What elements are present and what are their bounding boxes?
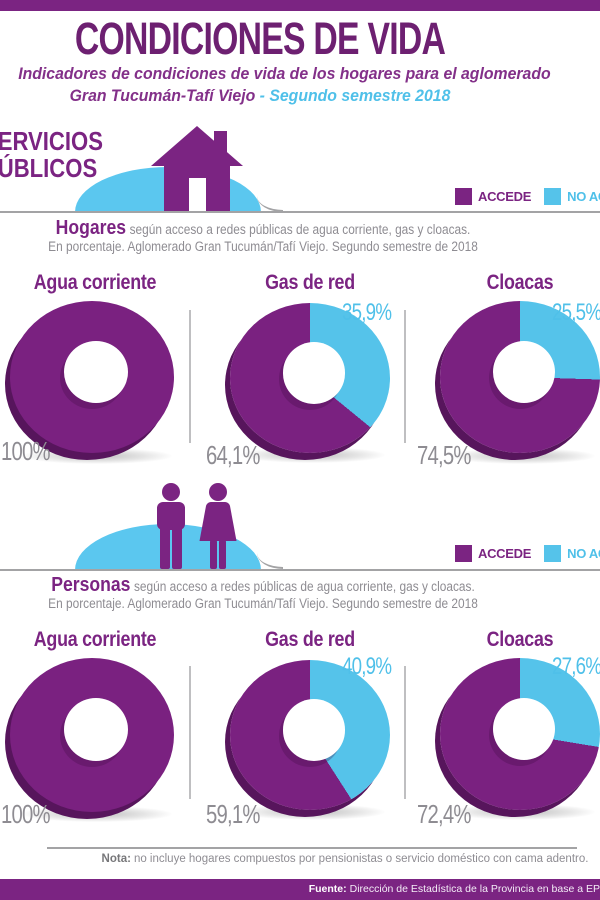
personas-heading-rest: según acceso a redes públicas de agua co… [133, 579, 475, 594]
subtitle-place: Gran Tucumán-Tafí Viejo [69, 86, 260, 105]
chart-title-hogares-gas: Gas de red [265, 271, 355, 294]
hogares-heading-line2: En porcentaje. Aglomerado Gran Tucumán/T… [48, 239, 478, 254]
value-label-personas-gas-accede: 59,1% [206, 799, 260, 829]
chart-shadow [450, 804, 595, 820]
no-accede-label: NO ACCEDE [567, 189, 600, 204]
chart-title-hogares-agua: Agua corriente [33, 271, 157, 294]
house-icon [150, 126, 244, 212]
subtitle-period: - Segundo semestre 2018 [259, 86, 451, 105]
chart-shadow [22, 806, 172, 822]
man-icon [157, 483, 185, 569]
value-label-hogares-gas-no-accede: 35,9% [342, 299, 392, 326]
hogares-heading-word: Hogares [55, 217, 127, 239]
source-bar: Fuente: Dirección de Estadística de la Pr… [0, 879, 600, 900]
value-label-hogares-agua-accede: 100% [1, 436, 51, 466]
accede-swatch [455, 545, 472, 562]
personas-heading: Personas según acceso a redes públicas de… [32, 574, 495, 612]
house-roof [151, 126, 243, 166]
chart-title-personas-cloacas: Cloacas [486, 628, 554, 651]
personas-heading-word: Personas [51, 574, 131, 596]
donut-chart-hogares-gas [230, 303, 390, 453]
donut-chart-personas-cloacas [440, 658, 600, 810]
chart-divider [404, 666, 406, 799]
no-accede-swatch [544, 545, 562, 562]
value-label-personas-cloacas-accede: 72,4% [417, 799, 471, 829]
hogares-heading-rest: según acceso a redes públicas de agua co… [129, 222, 471, 237]
chart-shadow [240, 447, 385, 463]
value-label-personas-agua-accede: 100% [1, 799, 51, 829]
top-bar [0, 0, 600, 11]
value-label-hogares-cloacas-accede: 74,5% [417, 440, 471, 470]
page-title: CONDICIONES DE VIDA [74, 13, 446, 64]
dome-edge-curve [257, 553, 283, 569]
accede-label: ACCEDE [478, 189, 532, 204]
house-door [189, 178, 206, 212]
legend-hogares: ACCEDE NO ACCEDE [455, 188, 600, 205]
note-line: Nota: no incluye hogares compuestos por p… [90, 853, 600, 865]
subtitle-line2: Gran Tucumán-Tafí Viejo - Segundo semest… [18, 86, 502, 106]
accede-label: ACCEDE [478, 546, 532, 561]
donut-chart-hogares-cloacas [440, 301, 600, 453]
value-label-hogares-cloacas-no-accede: 25,5% [552, 299, 600, 326]
chart-shadow [22, 448, 172, 464]
donut-chart-personas-agua [10, 658, 174, 812]
footer-divider-line [47, 847, 577, 849]
divider-line-personas [0, 569, 600, 571]
chart-divider [189, 666, 191, 799]
accede-swatch [455, 188, 472, 205]
chart-shadow [240, 804, 385, 820]
no-accede-label: NO ACCEDE [567, 546, 600, 561]
donut-chart-personas-gas [230, 660, 390, 810]
chart-title-personas-agua: Agua corriente [33, 628, 157, 651]
note-label: Nota: [101, 853, 131, 865]
source-label: Fuente: [308, 883, 347, 895]
value-label-personas-gas-no-accede: 40,9% [342, 653, 392, 680]
value-label-personas-cloacas-no-accede: 27,6% [552, 653, 600, 680]
donut-chart-hogares-agua [10, 301, 174, 453]
note-text: no incluye hogares compuestos por pensio… [133, 853, 589, 865]
source-text: Dirección de Estadística de la Provincia… [349, 883, 600, 895]
personas-heading-line2: En porcentaje. Aglomerado Gran Tucumán/T… [48, 596, 478, 611]
house-chimney [214, 131, 227, 157]
hogares-heading: Hogares según acceso a redes públicas de … [32, 217, 495, 255]
chart-divider [404, 310, 406, 443]
services-section-label: SERVICIOS PÚBLICOS [0, 126, 103, 183]
chart-divider [189, 310, 191, 443]
value-label-hogares-gas-accede: 64,1% [206, 440, 260, 470]
chart-title-hogares-cloacas: Cloacas [486, 271, 554, 294]
chart-title-personas-gas: Gas de red [265, 628, 355, 651]
subtitle-line1: Indicadores de condiciones de vida de lo… [18, 64, 551, 83]
woman-icon [199, 483, 237, 569]
legend-personas: ACCEDE NO ACCEDE [455, 545, 600, 562]
no-accede-swatch [544, 188, 562, 205]
divider-line-hogares [0, 211, 600, 213]
chart-shadow [450, 448, 595, 464]
